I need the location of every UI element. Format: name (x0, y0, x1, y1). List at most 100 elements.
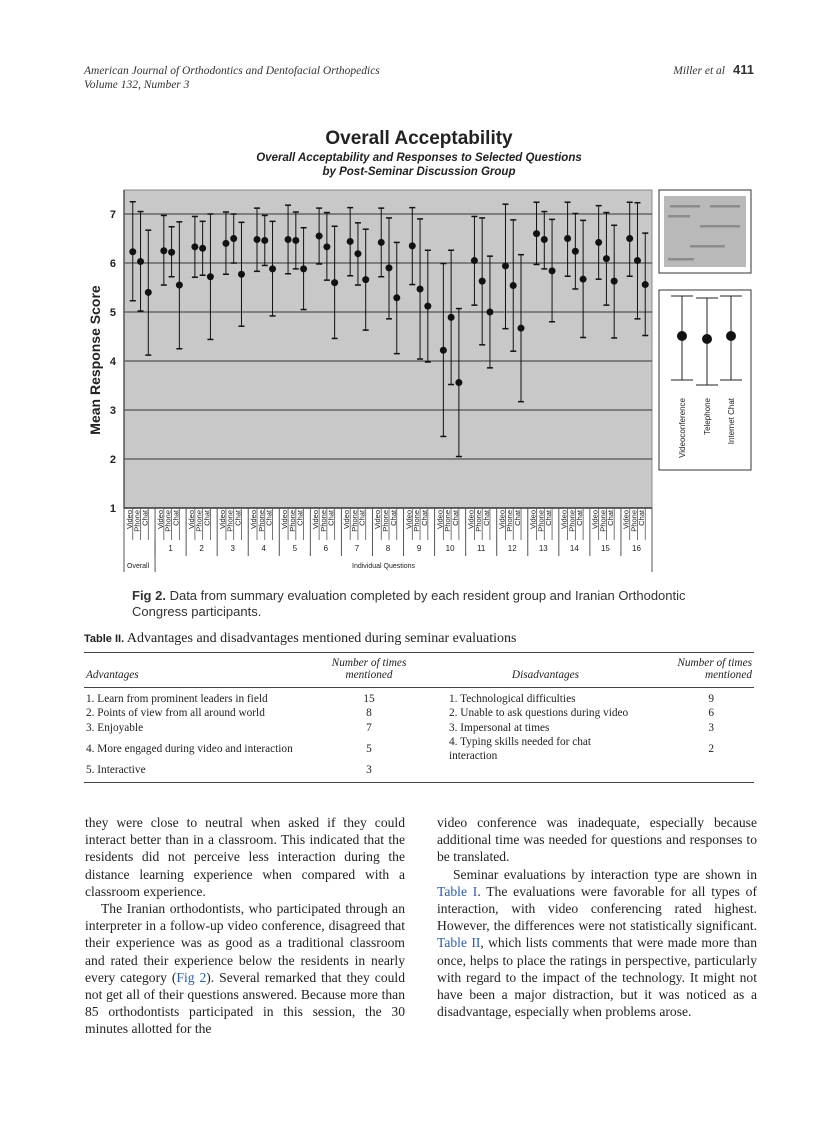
legend-point (726, 331, 736, 341)
data-point (206, 273, 214, 281)
legend-inset: Videoconference Telephone Internet Chat (658, 189, 752, 471)
data-point (230, 235, 238, 242)
data-point (253, 235, 261, 243)
paragraph: they were close to neutral when asked if… (85, 815, 405, 899)
data-point (595, 238, 603, 246)
header-dis-count: Number of times mentioned (644, 652, 754, 688)
data-point (571, 247, 579, 255)
data-point (501, 262, 509, 270)
data-point (168, 248, 176, 256)
data-point (470, 257, 478, 265)
legend-label: Videoconference (678, 397, 687, 457)
data-point (292, 236, 300, 244)
series-label: Video (560, 510, 569, 529)
advantage: 1. Learn from prominent leaders in field (86, 693, 268, 705)
table-header-row: Advantages Number of times mentioned Dis… (84, 652, 754, 688)
disadvantage-count (644, 763, 754, 783)
disadvantage-count: 3 (708, 721, 714, 734)
series-label: Chat (544, 509, 553, 526)
data-point (199, 244, 207, 252)
series-label: Phone (381, 510, 390, 532)
series-label: Phone (443, 510, 452, 532)
series-label: Phone (350, 510, 359, 532)
data-point (346, 237, 354, 245)
series-label: Video (466, 510, 475, 529)
series-label: Video (311, 510, 320, 529)
data-point (393, 294, 401, 302)
fig2-link[interactable]: Fig 2 (176, 969, 207, 985)
series-label: Chat (358, 509, 367, 526)
table-row: 5. Interactive 3 (84, 763, 754, 783)
header-adv-count: Number of times mentioned (319, 652, 419, 688)
series-label: Chat (140, 509, 149, 526)
blur-stripe (690, 245, 725, 248)
paragraph: video conference was inadequate, especia… (437, 815, 757, 865)
chart-title: Overall Acceptability (325, 128, 513, 149)
data-point (261, 236, 269, 244)
data-point (269, 265, 277, 273)
series-label: Chat (606, 509, 615, 526)
advantage: 2. Points of view from all around world (86, 707, 265, 720)
series-label: Phone (505, 510, 514, 532)
data-point (315, 232, 323, 240)
y-tick-label: 5 (110, 307, 116, 319)
series-label: Chat (171, 509, 180, 526)
table-title-text: Advantages and disadvantages mentioned d… (126, 631, 517, 646)
series-label: Chat (637, 509, 646, 526)
body-column-left: they were close to neutral when asked if… (85, 814, 405, 1038)
paragraph: The Iranian orthodontists, who participa… (85, 900, 405, 1038)
legend-label: Telephone (703, 397, 712, 434)
figure-caption-text: Data from summary evaluation completed b… (132, 588, 686, 619)
data-point (175, 281, 183, 289)
legend-point (702, 334, 712, 344)
data-point (362, 276, 370, 284)
data-point (144, 288, 152, 296)
series-label: Phone (226, 510, 235, 532)
journal-volume: Volume 132, Number 3 (84, 79, 190, 91)
y-tick-label: 7 (110, 209, 116, 221)
series-label: Video (187, 510, 196, 529)
series-label: Phone (288, 510, 297, 532)
journal-name: American Journal of Orthodontics and Den… (84, 65, 380, 77)
y-tick-label: 2 (110, 454, 116, 466)
chart-subtitle-line1: Overall Acceptability and Responses to S… (256, 152, 582, 164)
data-point (540, 235, 548, 243)
series-label: Video (497, 510, 506, 529)
page-number: 411 (733, 62, 754, 77)
x-axis-label: Individual Questions (352, 563, 416, 570)
series-label: Chat (420, 509, 429, 526)
advantage: 3. Enjoyable (86, 721, 144, 734)
x-tick-label: 16 (632, 544, 641, 553)
disadvantage: 4. Typing skills needed for chat interac… (449, 735, 592, 763)
x-tick-label: 1 (168, 544, 173, 553)
series-label: Video (435, 510, 444, 529)
disadvantage: 1. Technological difficulties (449, 693, 576, 705)
data-point (579, 275, 587, 283)
table-label: Table II. (84, 633, 125, 645)
disadvantage-count: 9 (708, 693, 714, 705)
x-tick-label: 9 (417, 544, 422, 553)
y-tick-label: 6 (110, 258, 116, 270)
series-label: Chat (202, 509, 211, 526)
advantage-count: 5 (366, 743, 372, 756)
series-label: Video (342, 510, 351, 529)
x-tick-label: 6 (324, 544, 329, 553)
table2-link[interactable]: Table II (437, 935, 481, 951)
x-tick-label: 4 (262, 544, 267, 553)
advantage-count: 3 (319, 763, 419, 783)
data-point (323, 243, 331, 251)
running-header: American Journal of Orthodontics and Den… (84, 64, 380, 92)
chart-subtitle-line2: by Post-Seminar Discussion Group (322, 166, 516, 178)
data-point (137, 258, 145, 266)
series-label: Chat (233, 509, 242, 526)
figure-caption: Fig 2. Data from summary evaluation comp… (132, 588, 732, 620)
series-label: Video (156, 510, 165, 529)
paragraph: Seminar evaluations by interaction type … (437, 866, 757, 1021)
data-point (191, 243, 199, 251)
series-label: Chat (296, 509, 305, 526)
table1-link[interactable]: Table I (437, 883, 478, 899)
series-label: Phone (474, 510, 483, 532)
x-tick-label: 2 (199, 544, 204, 553)
data-point (439, 346, 447, 354)
series-label: Video (125, 510, 134, 529)
